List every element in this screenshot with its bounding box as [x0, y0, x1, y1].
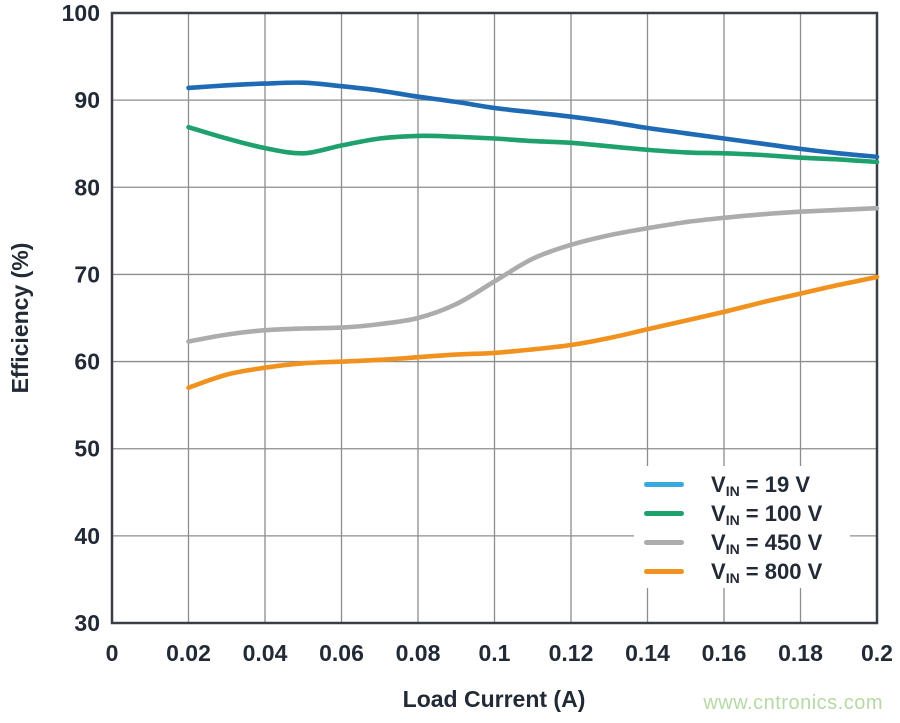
- legend-label-vin-100: VIN = 100 V: [711, 500, 823, 528]
- x-tick-label: 0.02: [166, 640, 211, 666]
- x-tick-label: 0.14: [625, 640, 670, 666]
- legend-item-vin-19: VIN = 19 V: [634, 470, 850, 499]
- legend-swatch-vin-100-icon: [644, 511, 684, 516]
- legend-swatch-vin-19-icon: [644, 482, 684, 487]
- legend-label-vin-800: VIN = 800 V: [711, 558, 823, 586]
- x-tick-label: 0.08: [396, 640, 441, 666]
- y-tick-label: 70: [74, 261, 100, 287]
- series-lines: [186, 80, 880, 390]
- legend-item-vin-450: VIN = 450 V: [634, 528, 850, 557]
- legend-swatch-vin-800-icon: [644, 569, 684, 574]
- x-tick-label: 0.16: [702, 640, 747, 666]
- series-line-19v: [186, 80, 880, 160]
- series-line-100v: [186, 124, 880, 165]
- plot-frame: [110, 11, 879, 625]
- y-tick-label: 50: [74, 436, 100, 462]
- x-tick-label: 0.18: [778, 640, 823, 666]
- x-tick-label: 0.04: [243, 640, 288, 666]
- x-tick-label: 0.2: [861, 640, 893, 666]
- y-axis-title: Efficiency (%): [7, 243, 33, 394]
- x-axis-title: Load Current (A): [403, 686, 586, 712]
- chart-legend: VIN = 19 V VIN = 100 V VIN = 450 V VIN =…: [634, 466, 850, 588]
- y-tick-label: 100: [62, 0, 100, 26]
- x-tick-label: 0.1: [479, 640, 511, 666]
- y-axis-tick-labels: 30 40 50 60 70 80 90 100: [62, 0, 100, 636]
- y-tick-label: 90: [74, 87, 100, 113]
- x-tick-label: 0.06: [319, 640, 364, 666]
- legend-swatch-vin-450-icon: [644, 540, 684, 545]
- x-tick-label: 0: [106, 640, 119, 666]
- y-tick-label: 80: [74, 174, 100, 200]
- legend-item-vin-800: VIN = 800 V: [634, 557, 850, 586]
- series-line-800v: [186, 274, 880, 390]
- legend-label-vin-19: VIN = 19 V: [711, 471, 811, 499]
- y-tick-label: 30: [74, 610, 100, 636]
- y-tick-label: 60: [74, 349, 100, 375]
- watermark-text: www.cntronics.com: [703, 692, 883, 714]
- x-axis-tick-labels: 0 0.02 0.04 0.06 0.08 0.1 0.12 0.14 0.16 0.18 0.2: [106, 640, 893, 666]
- legend-label-vin-450: VIN = 450 V: [711, 529, 823, 557]
- y-tick-label: 40: [74, 523, 100, 549]
- series-line-450v: [186, 205, 880, 344]
- x-tick-label: 0.12: [549, 640, 594, 666]
- legend-item-vin-100: VIN = 100 V: [634, 499, 850, 528]
